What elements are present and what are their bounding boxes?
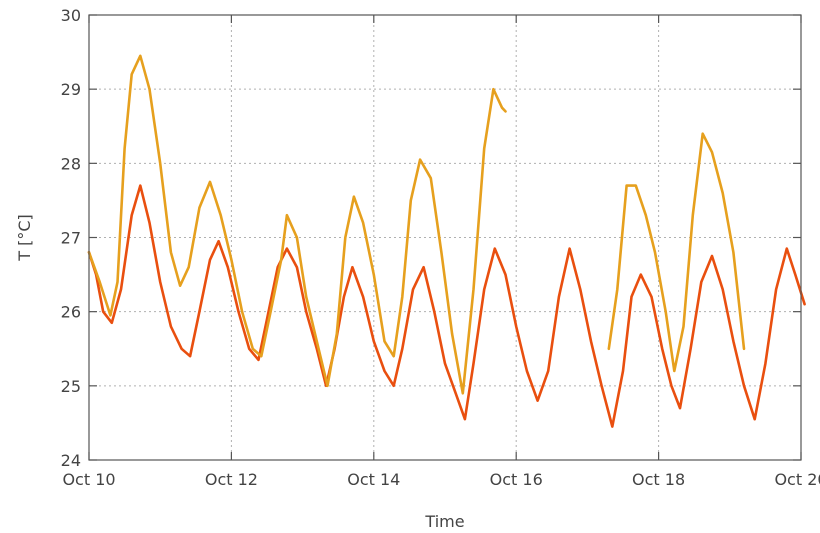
x-tick-label: Oct 16: [490, 470, 543, 489]
series-group: [87, 54, 806, 428]
y-axis-title: T [°C]: [15, 214, 34, 262]
grid: [88, 15, 802, 460]
x-tick-label: Oct 20: [774, 470, 820, 489]
y-tick-label: 25: [61, 377, 81, 396]
y-tick-label: 27: [61, 229, 81, 248]
series-line-1: [87, 184, 806, 428]
y-tick-label: 30: [61, 6, 81, 25]
x-tick-label: Oct 12: [205, 470, 258, 489]
y-tick-label: 26: [61, 303, 81, 322]
x-axis-title: Time: [424, 512, 464, 531]
x-tick-label: Oct 10: [62, 470, 115, 489]
y-axis-ticks: 24 25 26 27 28 29 30: [61, 6, 801, 470]
x-tick-label: Oct 18: [632, 470, 685, 489]
y-tick-label: 24: [61, 451, 81, 470]
x-tick-label: Oct 14: [347, 470, 400, 489]
x-axis-ticks: Oct 10 Oct 12 Oct 14 Oct 16 Oct 18 Oct 20: [62, 15, 820, 489]
series-line-2: [87, 54, 746, 395]
y-tick-label: 28: [61, 154, 81, 173]
y-tick-label: 29: [61, 80, 81, 99]
